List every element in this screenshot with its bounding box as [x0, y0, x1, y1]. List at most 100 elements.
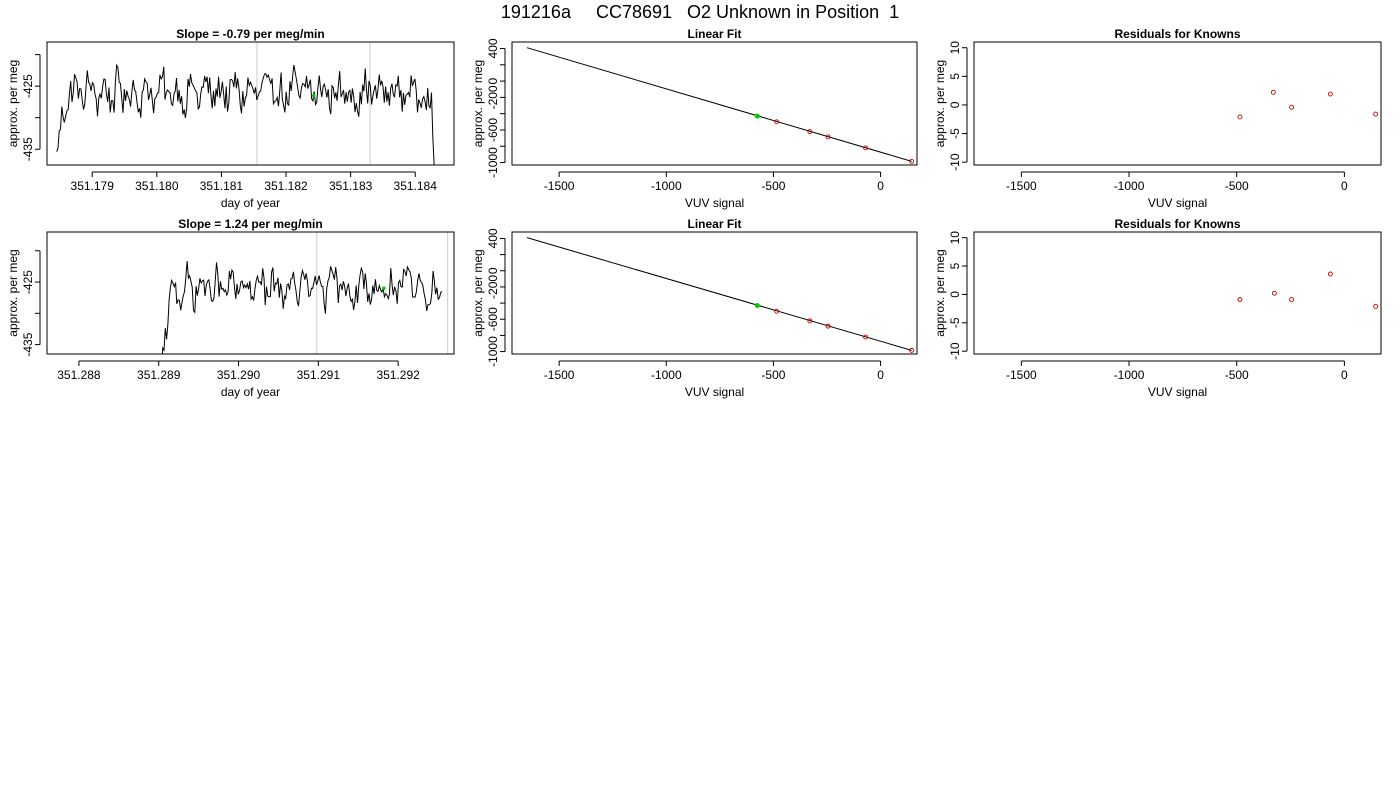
panel-title: Residuals for Knowns — [1114, 217, 1240, 231]
y-tick-label: -200 — [486, 275, 500, 299]
plot-frame — [511, 231, 918, 355]
x-tick-label: 351.291 — [297, 368, 341, 382]
plot-frame — [973, 41, 1382, 166]
unknown-highlight-point — [381, 286, 386, 291]
x-axis-label: VUV signal — [1148, 385, 1207, 399]
y-tick-label: -425 — [21, 270, 35, 294]
x-axis-label: VUV signal — [685, 196, 744, 210]
y-axis-label: approx. per meg — [933, 249, 947, 336]
panel-title: Linear Fit — [687, 217, 741, 231]
y-tick-label: -600 — [486, 307, 500, 331]
panel-title: Residuals for Knowns — [1114, 27, 1240, 41]
y-tick-label: 0 — [486, 77, 500, 84]
x-tick-label: 351.182 — [264, 179, 308, 193]
known-point — [1271, 290, 1277, 296]
x-tick-label: 351.289 — [137, 368, 181, 382]
y-tick-label: 10 — [948, 231, 962, 245]
x-tick-label: -500 — [1225, 368, 1249, 382]
y-tick-label: 0 — [486, 267, 500, 274]
x-tick-label: 351.292 — [376, 368, 420, 382]
chart-panel-row1-timeseries: Slope = -0.79 per meg/min 351.179 351.180 3… — [6, 27, 455, 210]
figure-title: 191216a CC78691 O2 Unknown in Position 1 — [500, 2, 900, 22]
plot-data — [526, 47, 915, 164]
y-tick-label: -10 — [948, 342, 962, 360]
x-tick-label: 0 — [1341, 179, 1348, 193]
x-tick-label: -1000 — [651, 179, 682, 193]
y-tick-label: 5 — [948, 262, 962, 269]
known-point — [1327, 271, 1333, 277]
x-tick-label: -1500 — [1006, 368, 1037, 382]
y-tick-label: 0 — [948, 101, 962, 108]
x-tick-label: 351.179 — [71, 179, 115, 193]
x-tick-label: 0 — [877, 368, 884, 382]
x-tick-label: -1500 — [544, 179, 575, 193]
unknown-highlight-point — [312, 93, 316, 98]
x-tick-label: -500 — [761, 368, 785, 382]
chart-panel-row1-residuals: Residuals for Knowns -1500 -1000 -500 0 VUV s… — [933, 27, 1382, 210]
known-point — [1237, 114, 1243, 120]
y-tick-label: -425 — [21, 74, 35, 98]
x-tick-label: -1000 — [1114, 179, 1145, 193]
y-tick-label: -600 — [486, 118, 500, 142]
x-tick-label: -1500 — [1006, 179, 1037, 193]
unknown-point — [754, 303, 760, 309]
y-tick-label: 0 — [948, 291, 962, 298]
trace-line — [161, 260, 443, 354]
known-point — [909, 158, 915, 164]
x-tick-label: 351.180 — [135, 179, 179, 193]
trace-line — [56, 63, 435, 165]
x-tick-label: 351.184 — [394, 179, 438, 193]
plot-data — [1237, 89, 1379, 120]
chart-panel-row2-timeseries: Slope = 1.24 per meg/min 351.288 351.289 35… — [6, 217, 455, 399]
known-point — [863, 145, 869, 151]
x-axis-label: VUV signal — [685, 385, 744, 399]
x-axis-label: day of year — [221, 196, 280, 210]
x-tick-label: -1500 — [544, 368, 575, 382]
plot-data — [56, 63, 435, 165]
known-point — [1289, 104, 1295, 110]
panel-title: Linear Fit — [687, 27, 741, 41]
known-point — [909, 347, 915, 353]
y-tick-label: -1000 — [486, 336, 500, 367]
known-point — [863, 334, 869, 340]
fit-line — [526, 237, 912, 351]
chart-panel-row2-residuals: Residuals for Knowns -1500 -1000 -500 0 VUV s… — [933, 217, 1382, 399]
known-point — [1373, 303, 1379, 309]
panel-title: Slope = -0.79 per meg/min — [176, 27, 324, 41]
known-point — [1373, 111, 1379, 117]
plot-data — [161, 260, 443, 354]
x-tick-label: -500 — [761, 179, 785, 193]
known-point — [807, 129, 813, 135]
unknown-point — [754, 113, 760, 119]
x-tick-label: -1000 — [1114, 368, 1145, 382]
y-tick-label: 400 — [486, 38, 500, 58]
y-axis-label: approx. per meg — [6, 249, 20, 336]
plot-frame — [973, 231, 1382, 355]
x-tick-label: 0 — [1341, 368, 1348, 382]
y-axis-label: approx. per meg — [471, 249, 485, 336]
y-tick-label: -435 — [21, 332, 35, 356]
y-tick-label: -5 — [948, 128, 962, 139]
known-point — [1270, 89, 1276, 95]
y-axis-label: approx. per meg — [471, 60, 485, 147]
known-point — [807, 318, 813, 324]
x-tick-label: 0 — [877, 179, 884, 193]
plot-data — [1237, 271, 1379, 309]
x-tick-label: -500 — [1225, 179, 1249, 193]
plot-frame — [511, 41, 918, 166]
y-tick-label: 5 — [948, 73, 962, 80]
plot-data — [526, 237, 915, 353]
x-axis-label: VUV signal — [1148, 196, 1207, 210]
x-tick-label: 351.181 — [200, 179, 244, 193]
x-tick-label: 351.183 — [329, 179, 373, 193]
y-tick-label: -435 — [21, 137, 35, 161]
panel-title: Slope = 1.24 per meg/min — [178, 217, 322, 231]
y-axis-label: approx. per meg — [933, 60, 947, 147]
x-tick-label: 351.290 — [217, 368, 261, 382]
known-point — [1327, 91, 1333, 97]
y-tick-label: 400 — [486, 228, 500, 248]
y-tick-label: -5 — [948, 317, 962, 328]
known-point — [825, 134, 831, 140]
